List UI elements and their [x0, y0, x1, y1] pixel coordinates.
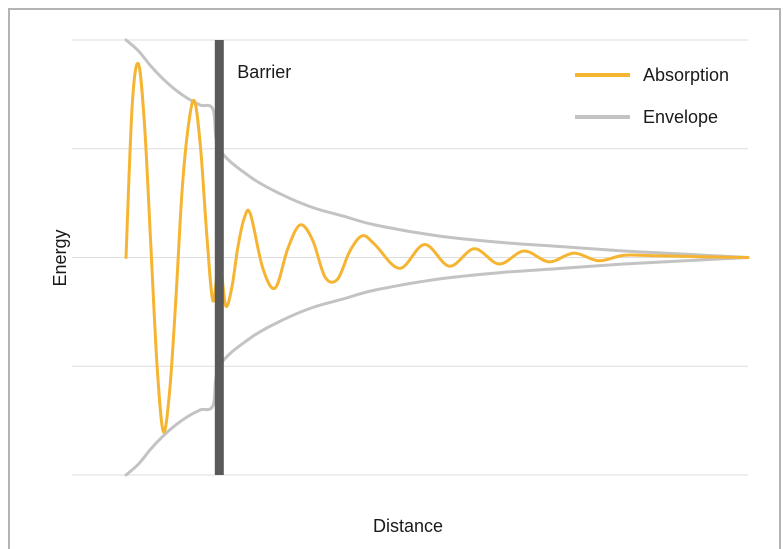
envelope-upper-line [124, 38, 750, 259]
barrier-bar [214, 40, 224, 475]
series-lines [124, 38, 750, 477]
absorption-line [124, 61, 750, 434]
barrier-group: Barrier [214, 40, 291, 475]
envelope-lower-line [124, 256, 750, 477]
legend-label-envelope: Envelope [643, 107, 718, 127]
legend: Absorption Envelope [575, 65, 729, 127]
x-axis-title: Distance [373, 516, 443, 536]
barrier-label: Barrier [237, 62, 291, 82]
y-axis-title: Energy [50, 229, 70, 286]
legend-label-absorption: Absorption [643, 65, 729, 85]
chart-frame [8, 8, 781, 549]
